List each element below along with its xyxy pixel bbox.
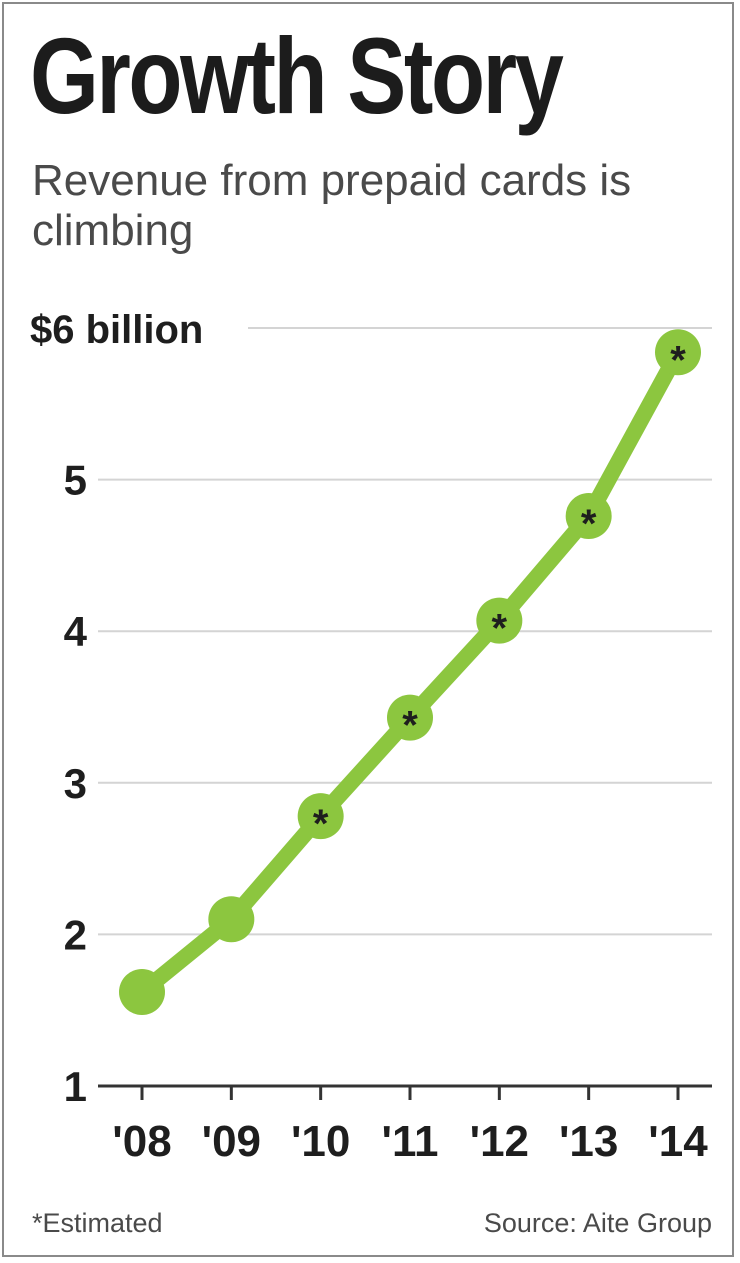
estimate-marker: * (670, 338, 686, 382)
y-tick-label: 5 (64, 457, 87, 504)
series-revenue: * * * * * (119, 329, 701, 1016)
series-line (134, 344, 686, 1001)
x-tick-label: '10 (291, 1117, 350, 1166)
gridlines (98, 327, 712, 936)
estimated-footnote: *Estimated (32, 1208, 163, 1238)
data-point (119, 969, 165, 1016)
x-tick-label: '09 (202, 1117, 261, 1166)
data-point (565, 492, 612, 539)
source-note: Source: Aite Group (483, 1208, 712, 1238)
chart-subtitle: Revenue from prepaid cards is climbing (32, 156, 632, 255)
x-tick-label: '08 (112, 1117, 171, 1166)
x-axis (98, 1084, 712, 1100)
x-axis-tick-labels: '08 '09 '10 '11 '12 '13 '14 (112, 1117, 708, 1166)
data-point (476, 597, 523, 644)
y-tick-label: 2 (64, 911, 87, 958)
x-tick-label: '14 (648, 1117, 708, 1166)
estimate-marker: * (581, 502, 597, 546)
x-tick-label: '12 (470, 1117, 529, 1166)
estimate-marker: * (492, 607, 508, 651)
data-point (655, 329, 701, 376)
y-tick-label: $6 billion (30, 308, 203, 352)
estimate-marker: * (313, 802, 329, 846)
y-axis-tick-labels: 1 2 3 4 5 $6 billion (30, 308, 203, 1110)
estimate-marker: * (402, 704, 418, 748)
x-tick-label: '11 (382, 1117, 439, 1166)
x-tick-label: '13 (559, 1117, 618, 1166)
data-point (387, 694, 433, 741)
y-tick-label: 3 (64, 760, 87, 807)
y-tick-label: 4 (64, 608, 88, 655)
chart-title: Growth Story (30, 15, 564, 136)
data-point (208, 896, 255, 943)
y-tick-label: 1 (64, 1063, 87, 1110)
data-point (297, 793, 344, 840)
